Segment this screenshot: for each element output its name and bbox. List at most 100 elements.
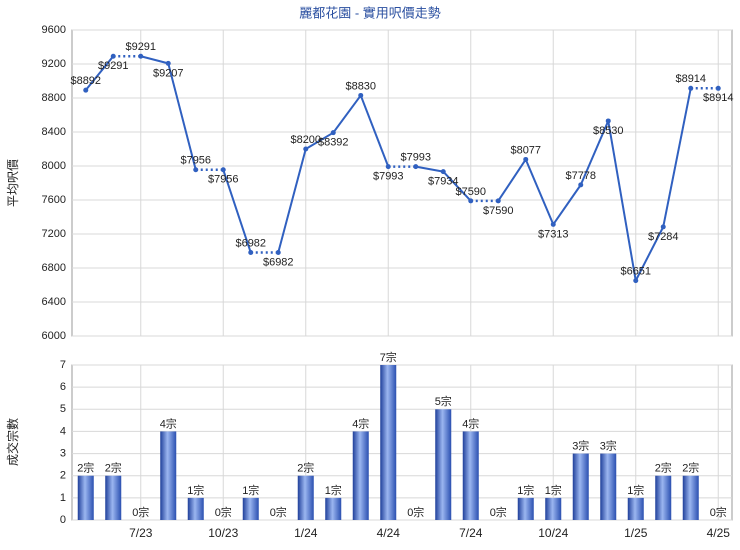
bar (517, 497, 534, 520)
bar (572, 453, 589, 520)
point (138, 53, 144, 59)
bar (242, 497, 259, 520)
point (495, 198, 501, 204)
point (248, 250, 254, 256)
data-label: 1宗 (242, 483, 259, 497)
point (440, 169, 446, 175)
data-label: 7宗 (380, 350, 397, 364)
data-label: 1宗 (325, 483, 342, 497)
data-label: 1宗 (187, 483, 204, 497)
data-label: 0宗 (490, 505, 507, 519)
bar (380, 365, 397, 520)
x-tick-label: 10/23 (208, 526, 238, 540)
line-segment (84, 55, 115, 91)
point (605, 118, 611, 124)
line-segment (359, 95, 390, 167)
data-label: $7956 (180, 155, 211, 167)
bar (655, 475, 672, 520)
data-label: 4宗 (352, 416, 369, 430)
data-label: $7993 (400, 152, 431, 164)
data-label: 2宗 (655, 461, 672, 475)
line-segment (140, 55, 169, 65)
chart-title: 麗都花園 - 實用呎價走勢 (299, 5, 441, 20)
point (303, 146, 309, 152)
line-segment (305, 131, 334, 150)
line-segment (552, 184, 582, 225)
data-label: 2宗 (682, 461, 699, 475)
data-label: 0宗 (270, 505, 287, 519)
line-segment (167, 63, 197, 170)
y-tick-label: 4 (60, 425, 66, 437)
y-tick-label: 9200 (42, 58, 66, 70)
bar (600, 453, 617, 520)
bar (105, 475, 122, 520)
data-label: 1宗 (517, 483, 534, 497)
line-segment (332, 94, 362, 134)
data-label: 1宗 (545, 483, 562, 497)
data-label: $7590 (483, 205, 514, 217)
point (110, 53, 116, 59)
data-label: $7934 (428, 176, 459, 188)
y-tick-label: 9600 (42, 24, 66, 36)
y-tick-label: 3 (60, 447, 66, 459)
data-label: $7993 (373, 171, 404, 183)
bar (160, 431, 177, 520)
line-segment (579, 120, 610, 186)
point (715, 85, 721, 91)
line-segment (634, 226, 665, 282)
y-tick-label: 8800 (42, 92, 66, 104)
data-label: $6651 (620, 266, 651, 278)
point (413, 164, 419, 170)
point (550, 221, 556, 227)
point (220, 167, 226, 173)
y-tick-label: 6400 (42, 296, 66, 308)
line-segment (497, 158, 527, 202)
bar (435, 409, 452, 520)
line-segment (222, 169, 252, 253)
data-label: $8077 (510, 144, 541, 156)
bar (682, 475, 699, 520)
data-label: $8892 (70, 75, 101, 87)
data-label: $7778 (565, 170, 596, 182)
bar (627, 497, 644, 520)
y-tick-label: 6 (60, 381, 66, 393)
y-tick-label: 7600 (42, 194, 66, 206)
data-label: 2宗 (77, 461, 94, 475)
data-label: 3宗 (572, 438, 589, 452)
y-tick-label: 1 (60, 492, 66, 504)
x-tick-label: 1/25 (624, 526, 648, 540)
data-label: $9207 (153, 67, 184, 79)
data-label: $8830 (345, 80, 376, 92)
bar (462, 431, 479, 520)
y-tick-label: 6000 (42, 330, 66, 342)
data-label: $8914 (675, 73, 706, 85)
data-label: $8530 (593, 125, 624, 137)
point (688, 85, 694, 91)
point (165, 60, 171, 66)
data-label: 5宗 (435, 394, 452, 408)
data-label: $6982 (235, 237, 266, 249)
point (385, 164, 391, 170)
line-segment (662, 88, 692, 228)
y-tick-label: 8400 (42, 126, 66, 138)
data-label: $7590 (455, 186, 486, 198)
point (660, 224, 666, 230)
point (578, 182, 584, 188)
x-tick-label: 1/24 (294, 526, 318, 540)
x-tick-label: 7/24 (459, 526, 483, 540)
data-label: 4宗 (160, 416, 177, 430)
data-label: $9291 (125, 41, 156, 53)
x-tick-label: 4/24 (377, 526, 401, 540)
bar (297, 475, 314, 520)
y-tick-label: 5 (60, 403, 66, 415)
y-tick-label: 2 (60, 470, 66, 482)
y-axis-label: 平均呎價 (6, 159, 20, 207)
bar (187, 497, 204, 520)
data-label: 1宗 (627, 483, 644, 497)
y-tick-label: 6800 (42, 262, 66, 274)
bar (545, 497, 562, 520)
data-label: $7313 (538, 228, 569, 240)
point (193, 167, 199, 173)
data-label: $7956 (208, 174, 239, 186)
